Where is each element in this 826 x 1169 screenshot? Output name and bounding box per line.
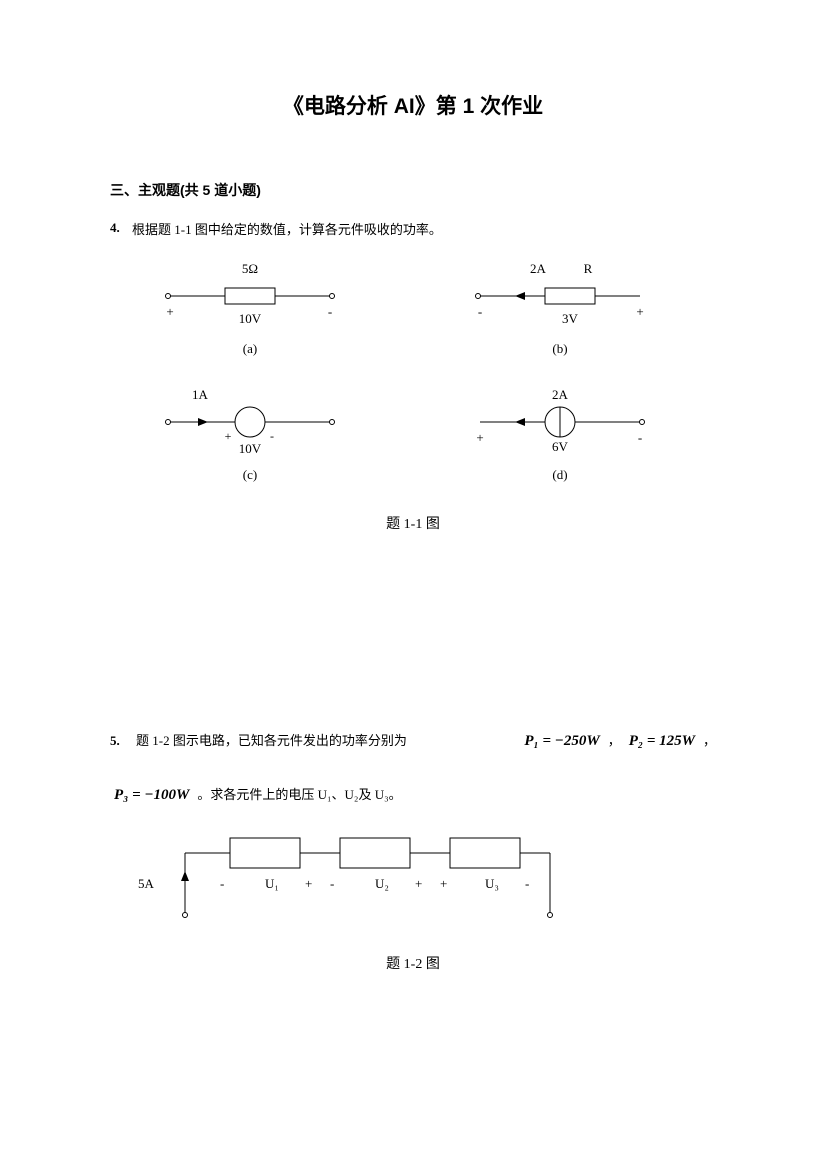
formula-p2: P₂ = 125W xyxy=(625,723,699,759)
plus-a: + xyxy=(166,304,173,319)
sublabel-c: (c) xyxy=(150,467,350,483)
sublabel-a: (a) xyxy=(150,341,350,357)
label-2a-d: 2A xyxy=(552,387,569,402)
section-header: 三、主观题(共 5 道小题) xyxy=(110,180,716,200)
comma-1: ， xyxy=(608,725,621,756)
diagram-d: 2A + - 6V (d) xyxy=(460,387,660,483)
minus-u1: - xyxy=(220,876,224,891)
label-u2: U₂ xyxy=(375,876,389,891)
diagram-row-2: 1A + - 10V (c) 2A xyxy=(150,387,716,483)
minus-d: - xyxy=(638,430,642,445)
question-4: 4. 根据题 1-1 图中给定的数值，计算各元件吸收的功率。 xyxy=(110,220,716,241)
label-5ohm: 5Ω xyxy=(242,261,258,276)
q5-text-post: 。求各元件上的电压 U₁、U₂及 U₃。 xyxy=(197,779,401,810)
q5-text-pre: 题 1-2 图示电路，已知各元件发出的功率分别为 xyxy=(136,725,407,756)
formula-p1: P₁ = −250W xyxy=(520,723,603,759)
label-1a-c: 1A xyxy=(192,387,209,402)
figure-1-2-caption: 题 1-2 图 xyxy=(110,953,716,973)
diagram-row-1: 5Ω + - 10V (a) 2A R - xyxy=(150,261,716,357)
minus-u2: - xyxy=(330,876,334,891)
figure-1-1: 5Ω + - 10V (a) 2A R - xyxy=(150,261,716,533)
minus-b: - xyxy=(478,304,482,319)
plus-c: + xyxy=(225,429,232,443)
label-2a-b: 2A xyxy=(530,261,547,276)
label-r-b: R xyxy=(584,261,593,276)
label-10v-c: 10V xyxy=(239,441,262,456)
q4-number: 4. xyxy=(110,220,132,241)
plus-u2: + xyxy=(415,876,422,891)
sublabel-d: (d) xyxy=(460,467,660,483)
comma-2: ， xyxy=(703,725,716,756)
plus-u3: + xyxy=(440,876,447,891)
label-6v-d: 6V xyxy=(552,439,569,454)
plus-b: + xyxy=(636,304,643,319)
label-u1: U₁ xyxy=(265,876,279,891)
label-5a: 5A xyxy=(138,876,155,891)
label-u3: U₃ xyxy=(485,876,499,891)
formula-p3: P₃ = −100W xyxy=(110,777,193,813)
diagram-a: 5Ω + - 10V (a) xyxy=(150,261,350,357)
figure-1-2: 5A - U₁ + - U₂ + + U₃ - 题 1-2 图 xyxy=(130,833,716,973)
minus-u3: - xyxy=(525,876,529,891)
minus-a: - xyxy=(328,304,332,319)
page-title: 《电路分析 AI》第 1 次作业 xyxy=(110,90,716,120)
figure-1-1-caption: 题 1-1 图 xyxy=(110,513,716,533)
plus-u1: + xyxy=(305,876,312,891)
diagram-c: 1A + - 10V (c) xyxy=(150,387,350,483)
question-5: 5. 题 1-2 图示电路，已知各元件发出的功率分别为 P₁ = −250W ，… xyxy=(110,723,716,813)
sublabel-b: (b) xyxy=(460,341,660,357)
minus-c: - xyxy=(270,429,274,443)
label-10v-a: 10V xyxy=(239,311,262,326)
q5-number: 5. xyxy=(110,725,132,756)
q4-text: 根据题 1-1 图中给定的数值，计算各元件吸收的功率。 xyxy=(132,220,716,241)
vertical-spacer xyxy=(110,543,716,723)
plus-d: + xyxy=(476,430,483,445)
diagram-b: 2A R - + 3V (b) xyxy=(460,261,660,357)
label-3v-b: 3V xyxy=(562,311,579,326)
